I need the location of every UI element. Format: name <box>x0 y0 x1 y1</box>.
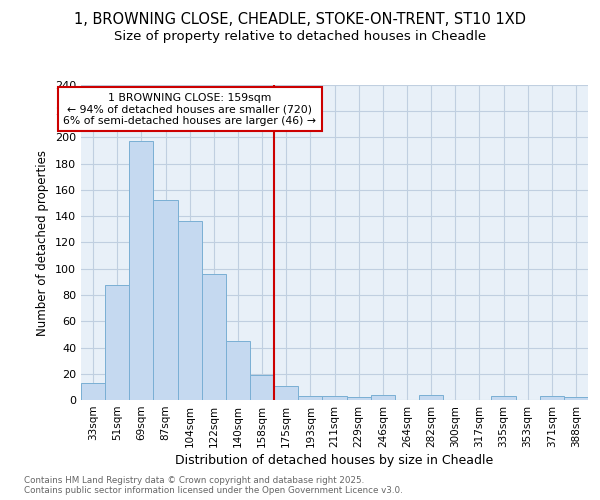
Bar <box>274 386 298 400</box>
Text: Size of property relative to detached houses in Cheadle: Size of property relative to detached ho… <box>114 30 486 43</box>
Bar <box>491 396 515 400</box>
Bar <box>347 398 371 400</box>
Text: 1, BROWNING CLOSE, CHEADLE, STOKE-ON-TRENT, ST10 1XD: 1, BROWNING CLOSE, CHEADLE, STOKE-ON-TRE… <box>74 12 526 28</box>
X-axis label: Distribution of detached houses by size in Cheadle: Distribution of detached houses by size … <box>175 454 494 467</box>
Text: Contains HM Land Registry data © Crown copyright and database right 2025.
Contai: Contains HM Land Registry data © Crown c… <box>24 476 403 495</box>
Y-axis label: Number of detached properties: Number of detached properties <box>37 150 49 336</box>
Bar <box>81 383 105 400</box>
Bar <box>322 396 347 400</box>
Bar <box>105 284 129 400</box>
Bar <box>226 341 250 400</box>
Bar <box>540 396 564 400</box>
Bar <box>371 395 395 400</box>
Bar <box>250 375 274 400</box>
Bar <box>202 274 226 400</box>
Bar <box>298 396 322 400</box>
Bar <box>129 142 154 400</box>
Bar <box>419 395 443 400</box>
Bar <box>564 398 588 400</box>
Text: 1 BROWNING CLOSE: 159sqm
← 94% of detached houses are smaller (720)
6% of semi-d: 1 BROWNING CLOSE: 159sqm ← 94% of detach… <box>63 93 316 126</box>
Bar <box>154 200 178 400</box>
Bar <box>178 222 202 400</box>
